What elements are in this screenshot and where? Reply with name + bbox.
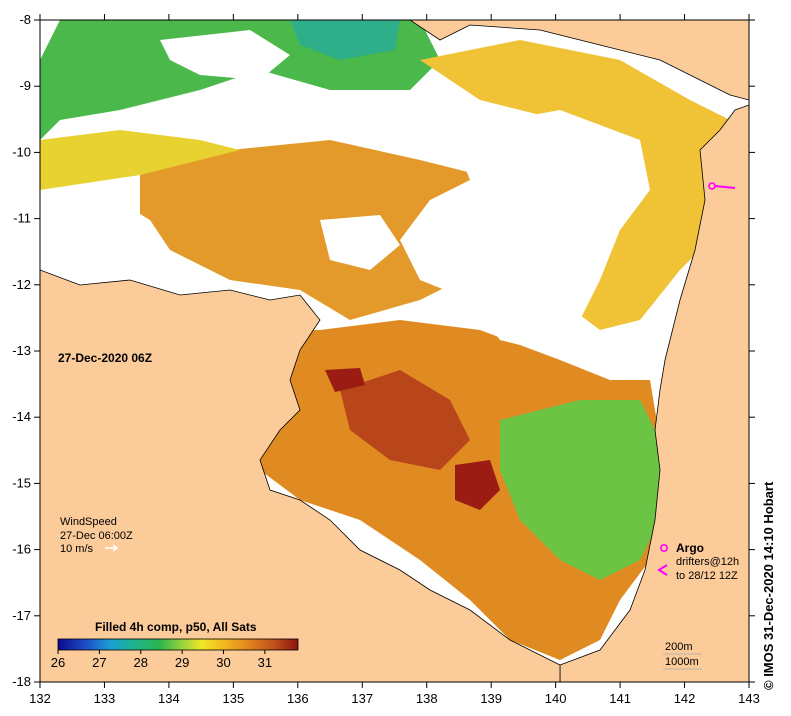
lat-tick-label: -12 [12,277,31,292]
lat-tick-label: -16 [12,542,31,557]
lat-axis: -8 -9 -10 -11 -12 -13 -14 -15 -16 -17 -18 [12,12,755,689]
sst-field-east-green [500,400,660,580]
argo-marker-icon [708,182,736,190]
sst-field-teal [290,20,400,60]
sst-field-west-yellow [40,130,240,190]
colorbar-tick-label: 30 [216,655,230,670]
lon-tick-label: 135 [223,691,245,706]
sst-field-warm-core [340,370,470,470]
colorbar-tick-label: 26 [51,655,65,670]
lat-tick-label: -9 [19,78,31,93]
lon-tick-label: 134 [158,691,180,706]
depth-200: 200m [665,641,693,653]
sst-field-hot-spot [455,460,500,510]
wind-title: WindSpeed [60,516,117,528]
cloud-gap-4 [320,215,400,270]
land-cape-york [559,104,749,682]
lon-tick-label: 132 [29,691,51,706]
lat-tick-label: -10 [12,144,31,159]
colorbar-tick-label: 31 [258,655,272,670]
lon-tick-label: 137 [351,691,373,706]
argo-icon [659,543,668,552]
lat-tick-label: -8 [19,12,31,27]
colorbar-tick-label: 29 [175,655,189,670]
sst-field-hot-spot-2 [325,368,365,392]
lon-tick-label: 136 [287,691,309,706]
imos-credit: © IMOS 31-Dec-2020 14:10 Hobart [761,481,776,690]
wind-scale: 10 m/s [60,543,94,555]
lat-tick-label: -17 [12,608,31,623]
lon-tick-label: 133 [94,691,116,706]
drifter-arrow-icon [657,564,668,576]
lon-tick-label: 139 [480,691,502,706]
argo-label: Argo [676,541,704,555]
drifters-label-2: to 28/12 12Z [676,570,738,582]
colorbar-title: Filled 4h comp, p50, All Sats [95,620,257,634]
land-papua [409,20,749,101]
cloud-gap-3 [40,190,170,280]
lon-tick-label: 142 [674,691,696,706]
wind-time: 27-Dec 06:00Z [60,530,133,542]
date-label: 27-Dec-2020 06Z [58,351,152,365]
wind-arrow-icon [105,544,119,552]
lat-tick-label: -13 [12,343,31,358]
lon-tick-label: 140 [545,691,567,706]
cloud-gap-2 [400,110,650,350]
lat-tick-label: -15 [12,475,31,490]
colorbar-tick-label: 28 [134,655,148,670]
lat-tick-label: -14 [12,409,31,424]
colorbar [57,638,299,651]
colorbar-ticks: 26 27 28 29 30 31 [51,650,272,670]
cloud-gap-1 [160,30,290,80]
lat-tick-label: -11 [13,211,31,226]
colorbar-tick-label: 27 [92,655,106,670]
lat-tick-label: -18 [12,674,31,689]
land-arnhem [40,269,561,682]
lon-tick-label: 143 [738,691,760,706]
drifters-label-1: drifters@12h [676,556,739,568]
depth-1000: 1000m [665,656,699,668]
lon-tick-label: 141 [609,691,631,706]
lon-axis: 132 133 134 135 136 137 138 139 140 141 142 143 [29,14,760,706]
lon-tick-label: 138 [416,691,438,706]
